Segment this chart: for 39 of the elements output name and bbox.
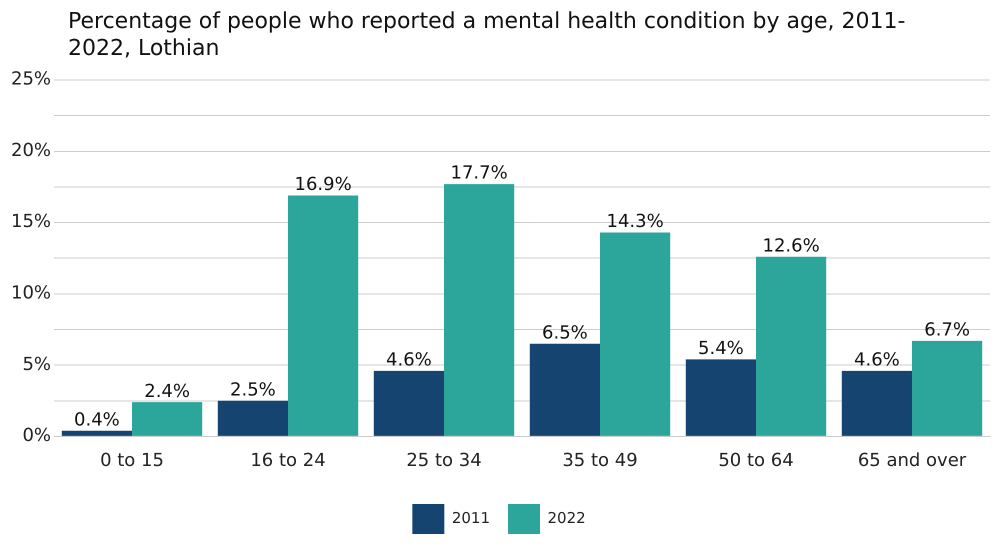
- data-label: 14.3%: [606, 211, 664, 232]
- y-tick-label: 20%: [10, 140, 52, 161]
- bar: [842, 370, 912, 436]
- data-label: 12.6%: [762, 235, 820, 256]
- data-label: 2.5%: [230, 379, 276, 400]
- bar: [530, 344, 600, 436]
- bar: [288, 195, 358, 436]
- y-tick-label: 15%: [10, 211, 52, 232]
- data-label: 4.6%: [854, 349, 900, 370]
- data-label: 16.9%: [294, 174, 352, 196]
- bar: [756, 256, 826, 436]
- data-label: 6.7%: [924, 320, 970, 341]
- y-tick-label: 0%: [22, 425, 52, 446]
- bar: [374, 370, 444, 436]
- chart-title: Percentage of people who reported a mental health condition by age, 2011-2022, Lothian: [68, 8, 906, 62]
- legend-label: 2011: [452, 508, 490, 527]
- bar: [444, 184, 514, 436]
- x-tick-label: 0 to 15: [100, 450, 164, 471]
- legend-label: 2022: [548, 508, 586, 527]
- data-label: 5.4%: [698, 338, 744, 360]
- data-label: 0.4%: [74, 409, 120, 430]
- bar: [132, 402, 202, 436]
- x-tick-label: 50 to 64: [718, 450, 794, 471]
- data-label: 2.4%: [144, 380, 190, 402]
- x-tick-label: 16 to 24: [250, 450, 326, 471]
- y-tick-label: 5%: [22, 354, 52, 375]
- x-tick-label: 35 to 49: [562, 450, 638, 471]
- data-label: 6.5%: [542, 322, 588, 344]
- bar: [686, 359, 756, 436]
- bar: [600, 232, 670, 436]
- y-tick-label: 10%: [10, 282, 52, 304]
- x-tick-label: 25 to 34: [406, 450, 482, 471]
- x-tick-label: 65 and over: [858, 450, 967, 471]
- bar: [218, 400, 288, 436]
- y-tick-label: 25%: [10, 68, 52, 90]
- data-label: 4.6%: [386, 349, 432, 370]
- data-label: 17.7%: [450, 162, 508, 184]
- bar: [62, 430, 132, 436]
- bar: [912, 340, 982, 436]
